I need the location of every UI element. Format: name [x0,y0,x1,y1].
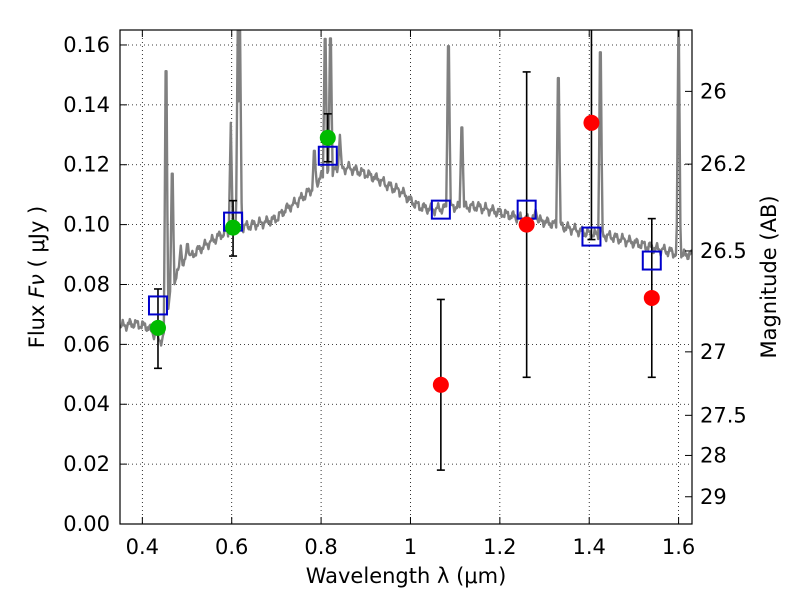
model-photometry-square [317,145,338,166]
y-tick-label: 0.16 [63,33,110,57]
observed-point-red [432,376,449,393]
observed-point-red [518,216,535,233]
y2-axis-label: Magnitude (AB) [757,195,781,358]
x-tick-label: 1.4 [573,535,606,559]
y-axis-label-suffix: ( μJy ) [25,206,49,274]
observed-point-green [225,219,242,236]
data-points-layer [147,30,662,471]
grid-lines [120,30,692,524]
y-tick-label: 0.14 [63,93,110,117]
y-axis-label-prefix: Flux [25,298,49,348]
y-tick-label: 0.02 [63,452,110,476]
y2-tick-label: 29 [700,485,727,509]
y2-tick-label: 28 [700,443,727,467]
y-axis-label: Flux Fν ( μJy ) [25,206,49,349]
observed-point-green [319,129,336,146]
y-tick-label: 0.10 [63,213,110,237]
y-tick-label: 0.08 [63,272,110,296]
y-tick-label: 0.04 [63,392,110,416]
y-axis-label-symbol: Fν [25,274,49,298]
model-photometry-square [581,226,602,247]
y2-tick-label: 26.2 [700,152,747,176]
observed-point-green [149,319,166,336]
plot-frame [119,29,693,525]
y2-tick-label: 26.5 [700,239,747,263]
y2-tick-label: 27 [700,340,727,364]
y2-tick-label: 27.5 [700,403,747,427]
model-photometry-square [147,295,168,316]
x-tick-label: 0.8 [304,535,337,559]
x-axis-label: Wavelength λ (μm) [306,564,507,588]
x-tick-label: 1.6 [662,535,695,559]
axis-ticks: 0.4 0.6 0.8 1 1.2 1.4 1.6 0.00 0.02 0.04 0.06 0.08 0… [63,30,747,559]
model-photometry-square [641,250,662,271]
model-photometry-square [430,199,451,220]
model-spectrum-layer [120,30,692,347]
observed-point-red [643,289,660,306]
y2-tick-label: 26 [700,79,727,103]
y-tick-label: 0.12 [63,153,110,177]
y-tick-label: 0.00 [63,512,110,536]
y-tick-label: 0.06 [63,332,110,356]
model-spectrum-line [120,30,692,347]
x-tick-label: 0.4 [126,535,159,559]
x-tick-label: 1 [404,535,417,559]
x-tick-label: 0.6 [215,535,248,559]
x-tick-label: 1.2 [483,535,516,559]
observed-point-red [583,114,600,131]
